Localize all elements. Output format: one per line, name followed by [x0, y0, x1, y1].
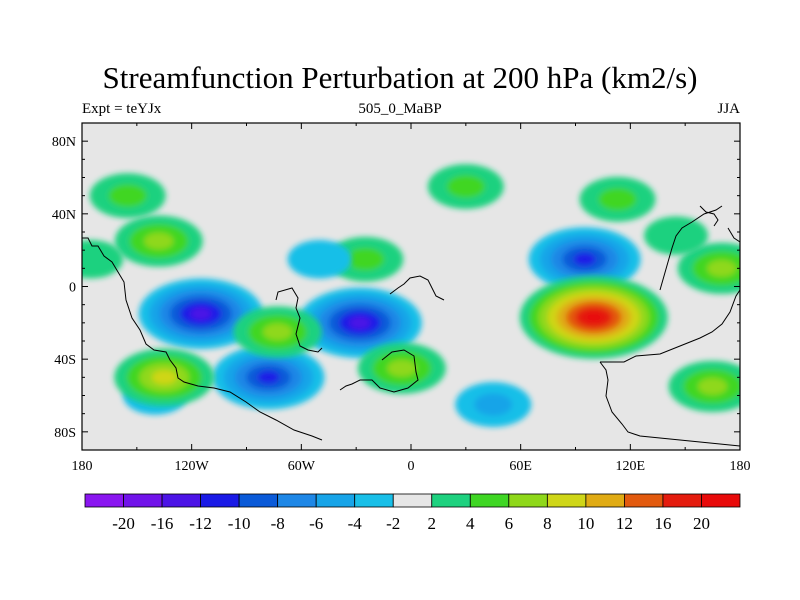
lon-tick-label: 120W	[175, 459, 210, 474]
contour-center	[114, 348, 215, 407]
contour-band	[387, 359, 417, 377]
contour-band	[349, 316, 371, 329]
colorbar-swatch	[508, 493, 548, 508]
colorbar-swatch	[200, 493, 240, 508]
contour-band	[707, 259, 737, 277]
lon-tick-label: 180	[72, 459, 93, 474]
contour-center	[212, 345, 325, 410]
coastline-southamerica	[275, 287, 323, 353]
coastline-japan	[699, 205, 719, 227]
coastline-americas	[82, 237, 323, 441]
colorbar-label: 4	[466, 514, 475, 533]
colorbar-label: 8	[543, 514, 552, 533]
contour-band	[82, 240, 124, 279]
colorbar-label: 10	[577, 514, 594, 533]
contour-center	[327, 236, 404, 282]
contour-band	[262, 323, 293, 341]
contour-band	[474, 393, 513, 416]
coastline-asia	[599, 361, 740, 447]
coastline-arabia	[389, 275, 445, 301]
colorbar-swatch	[277, 493, 317, 508]
colorbar-swatch	[84, 493, 124, 508]
colorbar-label: 16	[654, 514, 671, 533]
colorbar-swatch	[624, 493, 664, 508]
contour-center	[427, 164, 504, 209]
contour-band	[584, 312, 604, 323]
colorbar-label: -8	[271, 514, 285, 533]
coastline-kamchatka	[727, 227, 740, 243]
lon-tick-label: 0	[408, 459, 415, 474]
colorbar-swatch	[315, 493, 356, 508]
coastlines	[82, 205, 740, 447]
contour-center	[519, 275, 668, 359]
colorbar-label: -2	[386, 514, 400, 533]
colorbar-label: -4	[348, 514, 363, 533]
colorbar-swatch	[392, 493, 433, 508]
colorbar-label: 12	[616, 514, 633, 533]
season-label: JJA	[717, 101, 740, 117]
contour-center	[89, 173, 166, 219]
lon-tick-label: 60E	[509, 459, 532, 474]
colorbar: -20 -16 -12 -10 -8 -6 -4 -2 2 4 6 8 10 12 16 20	[84, 493, 741, 533]
experiment-label: Expt = teYJx	[82, 101, 162, 117]
coastline-indonesia	[600, 289, 740, 363]
colorbar-swatch	[431, 493, 471, 508]
contour-center	[114, 215, 203, 267]
lat-tick-label: 40S	[54, 353, 76, 368]
contour-band	[346, 248, 385, 271]
colorbar-label: 6	[505, 514, 514, 533]
contour-center	[82, 240, 124, 279]
contour-fills	[82, 164, 740, 427]
contour-center	[287, 240, 352, 279]
colorbar-label: 20	[693, 514, 710, 533]
coastline-eastasia	[659, 205, 723, 291]
colorbar-swatch	[469, 493, 510, 508]
contour-center	[668, 360, 740, 413]
colorbar-swatch	[354, 493, 394, 508]
contour-band	[190, 307, 212, 320]
contour-band	[446, 175, 485, 198]
case-label: 505_0_MaBP	[358, 101, 442, 117]
contour-center	[357, 342, 446, 394]
contour-band	[151, 370, 177, 385]
lat-tick-label: 0	[69, 281, 76, 296]
colorbar-swatch	[585, 493, 625, 508]
contour-band	[573, 252, 596, 266]
colorbar-swatch	[123, 493, 163, 508]
lat-tick-label: 80S	[54, 426, 76, 441]
contour-band	[598, 188, 637, 211]
colorbar-label: -16	[151, 514, 174, 533]
colorbar-swatch	[238, 493, 279, 508]
colorbar-swatch	[662, 493, 702, 508]
colorbar-swatch	[546, 493, 587, 508]
contour-center	[297, 287, 422, 359]
contour-center	[677, 242, 740, 294]
lon-tick-label: 120E	[616, 459, 646, 474]
lat-tick-label: 40N	[52, 208, 76, 223]
contour-center	[138, 278, 263, 349]
colorbar-label: -10	[228, 514, 251, 533]
colorbar-swatch	[161, 493, 201, 508]
axis-ticks: 80N 40N 0 40S 80S 180 120W 60W 0 60E 120E 180	[52, 122, 751, 474]
contour-center	[455, 382, 532, 427]
contour-band	[287, 240, 352, 279]
contour-center	[579, 176, 656, 222]
plot-title: Streamfunction Perturbation at 200 hPa (…	[102, 60, 698, 95]
colorbar-label: -12	[189, 514, 212, 533]
contour-band	[697, 377, 728, 395]
contour-band	[108, 184, 147, 207]
colorbar-label: -20	[112, 514, 135, 533]
coastline-africa	[339, 349, 419, 393]
contour-band	[144, 232, 174, 250]
contour-center	[528, 227, 641, 292]
lon-tick-label: 180	[730, 459, 751, 474]
colorbar-swatch	[701, 493, 741, 508]
lon-tick-label: 60W	[288, 459, 316, 474]
contour-band	[257, 370, 280, 384]
colorbar-label: -6	[309, 514, 323, 533]
lat-tick-label: 80N	[52, 135, 76, 150]
colorbar-label: 2	[428, 514, 437, 533]
